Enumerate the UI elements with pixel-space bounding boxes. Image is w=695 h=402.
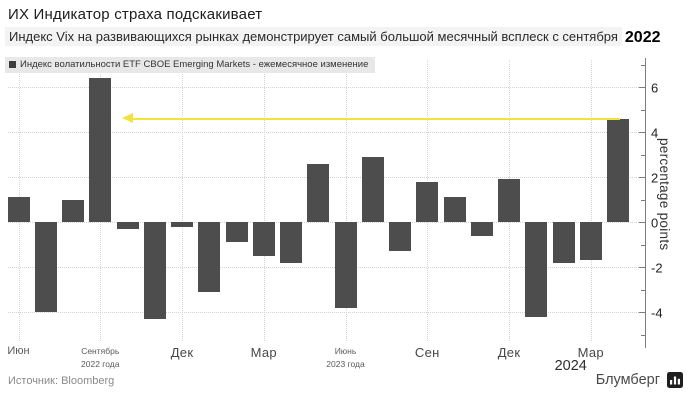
y-tick-minor: [641, 199, 645, 201]
chart-subtitle-year: 2022: [624, 29, 661, 46]
bar: [552, 222, 575, 263]
gridline-v: [263, 60, 265, 341]
bar: [607, 118, 629, 222]
source-label: Источник: Bloomberg: [8, 375, 115, 387]
x-year-label: 2024: [554, 358, 587, 374]
bar: [443, 197, 466, 222]
bar-chart-icon: [667, 372, 683, 388]
gridline-v: [345, 60, 347, 341]
y-tick-minor: [641, 154, 645, 156]
legend-label: Индекс волатильности ETF CBOE Emerging M…: [20, 59, 369, 70]
chart-subtitle-text: Индекс Vix на развивающихся рынках демон…: [5, 27, 622, 46]
y-tick: [639, 177, 645, 178]
y-tick-minor: [641, 109, 645, 111]
arrow-head-icon: [121, 112, 133, 123]
y-tick-minor: [641, 289, 645, 291]
bar: [280, 222, 302, 263]
x-tick-label: Сен: [414, 345, 440, 360]
y-tick-label: 6: [651, 80, 659, 95]
gridline-h: [8, 267, 645, 268]
y-tick: [639, 222, 645, 223]
bar: [389, 222, 411, 252]
y-tick-label: 4: [651, 125, 659, 140]
x-tick-label: Июнь 2023 года: [326, 346, 365, 369]
y-tick: [639, 312, 645, 313]
y-tick-minor: [641, 64, 645, 66]
y-tick-label: -4: [651, 305, 663, 320]
gridline-h: [8, 222, 645, 223]
bar: [470, 222, 493, 236]
legend: Индекс волатильности ETF CBOE Emerging M…: [5, 57, 376, 73]
bar: [252, 222, 275, 256]
bar: [7, 197, 30, 222]
y-tick-label: -2: [651, 260, 663, 275]
bar: [525, 222, 548, 317]
bar: [334, 222, 357, 308]
y-axis-title: percentage points: [657, 138, 672, 251]
x-tick-sublabel: 2022 года: [81, 358, 120, 369]
arrow-line: [131, 117, 620, 120]
gridline-v: [182, 60, 183, 341]
y-tick-label: 0: [651, 215, 659, 230]
x-tick-label: Мар: [577, 345, 604, 360]
x-tick-label: Дек: [497, 345, 521, 360]
bar: [116, 222, 139, 229]
brand-label: Блумберг: [595, 372, 660, 388]
bar: [307, 163, 330, 222]
x-tick-sublabel: 2023 года: [326, 358, 365, 369]
chart-subtitle: Индекс Vix на развивающихся рынках демон…: [5, 27, 661, 47]
y-axis: [645, 58, 646, 348]
x-tick-label: Дек: [170, 345, 194, 360]
y-tick-minor: [641, 334, 645, 336]
bar: [361, 156, 384, 222]
y-tick: [639, 267, 645, 268]
x-tick-label: Сентябрь 2022 года: [81, 346, 120, 369]
gridline-v: [590, 60, 592, 341]
bar: [89, 78, 112, 222]
gridline-h: [8, 312, 645, 313]
brand: Блумберг: [596, 372, 683, 388]
bar: [198, 222, 221, 292]
y-tick-minor: [641, 244, 645, 246]
x-tick-label: Мар: [250, 345, 277, 360]
bar: [225, 222, 248, 243]
bar: [143, 222, 166, 319]
page-title: ИХ Индикатор страха подскакивает: [8, 6, 263, 23]
bar: [416, 181, 439, 222]
gridline-h: [8, 87, 645, 88]
bar: [498, 179, 520, 222]
legend-swatch-icon: [9, 61, 16, 68]
bar: [171, 222, 193, 227]
gridline-h: [8, 132, 645, 133]
bar: [62, 199, 84, 222]
y-tick: [639, 132, 645, 133]
y-tick-label: 2: [651, 170, 659, 185]
y-tick: [639, 87, 645, 88]
bar: [579, 222, 602, 261]
x-tick-label: Июн: [7, 345, 30, 357]
bar: [34, 222, 57, 312]
